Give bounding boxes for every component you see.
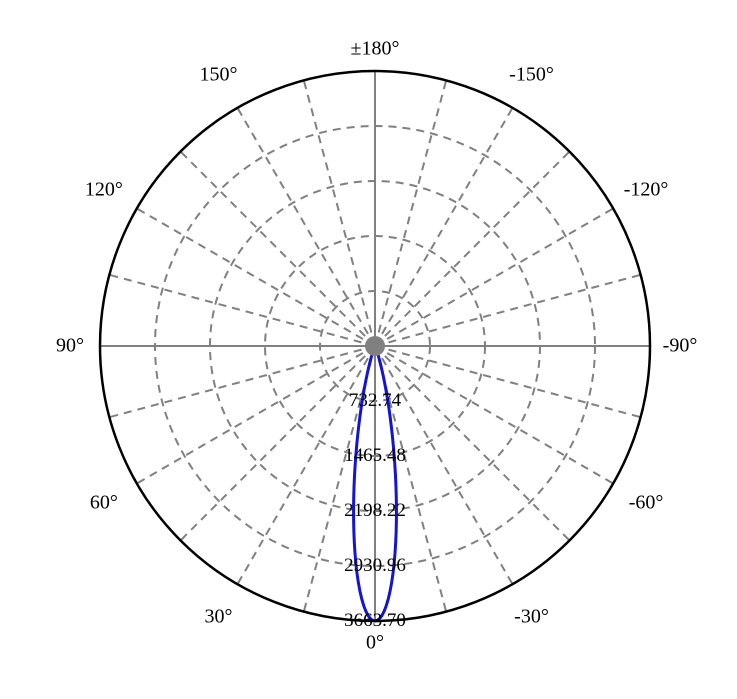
- polar-chart: 0°30°60°90°120°150°±180°-150°-120°-90°-6…: [0, 0, 737, 699]
- grid-spoke: [375, 346, 641, 417]
- grid-spoke: [181, 346, 375, 540]
- grid-spoke: [375, 80, 446, 346]
- grid-spoke: [375, 152, 569, 346]
- grid-spoke: [137, 346, 375, 484]
- grid-spoke: [375, 209, 613, 347]
- grid-spoke: [137, 209, 375, 347]
- polar-chart-svg: [0, 0, 737, 699]
- grid-spoke: [304, 80, 375, 346]
- grid-spoke: [375, 346, 569, 540]
- grid-spoke: [109, 275, 375, 346]
- grid-spoke: [181, 152, 375, 346]
- grid-spoke: [109, 346, 375, 417]
- grid-spoke: [375, 275, 641, 346]
- center-dot: [365, 336, 385, 356]
- grid-spoke: [238, 108, 376, 346]
- grid-spoke: [375, 108, 513, 346]
- grid-spoke: [375, 346, 613, 484]
